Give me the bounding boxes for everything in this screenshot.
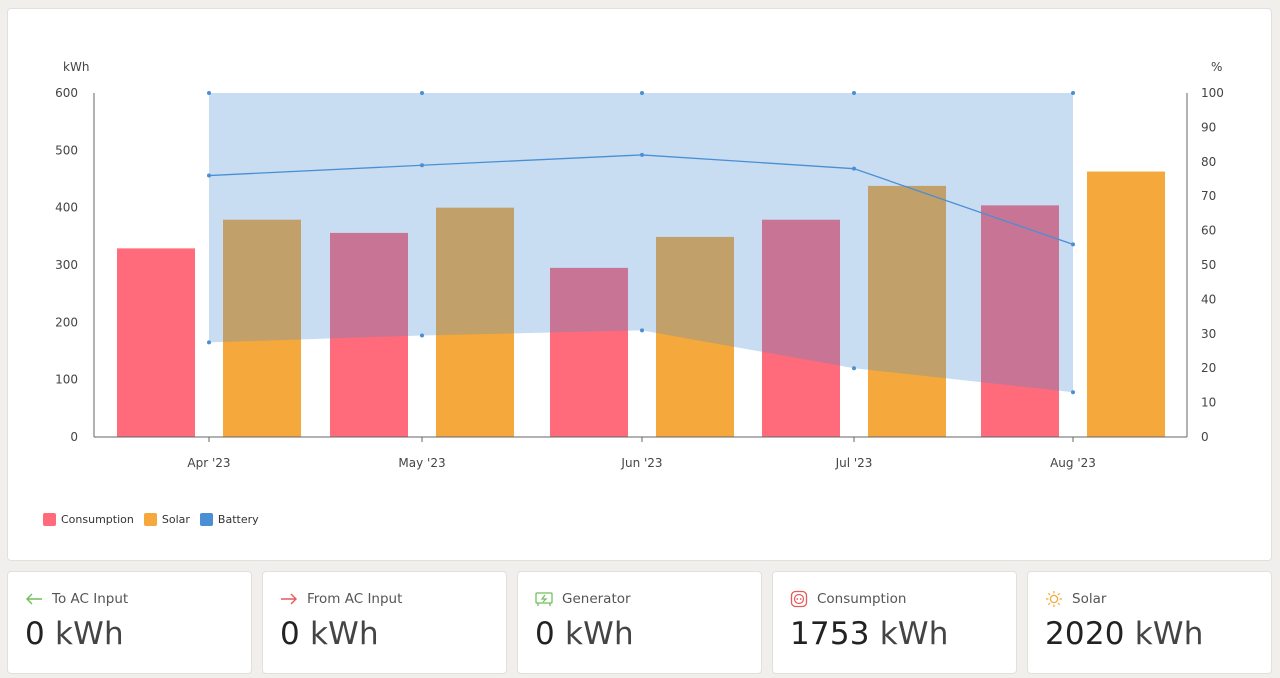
legend-swatch-battery: [199, 513, 213, 526]
battery-avg-point: [1071, 242, 1075, 247]
sun-icon: [1044, 591, 1064, 607]
card-solar: Solar 2020 kWh: [1027, 571, 1272, 674]
left-tick-label: 600: [55, 86, 78, 100]
right-tick-label: 70: [1201, 189, 1216, 203]
card-unit: kWh: [565, 616, 634, 652]
arrow-right-icon: [279, 591, 299, 607]
consumption-bar: [762, 219, 840, 437]
x-tick-label: Apr '23: [187, 456, 230, 470]
right-tick-label: 60: [1201, 224, 1216, 238]
solar-bar: [223, 219, 301, 437]
legend-item-battery[interactable]: Battery: [199, 513, 259, 526]
right-axis-label: %: [1211, 60, 1222, 74]
battery-avg-point: [207, 173, 211, 178]
card-title: To AC Input: [52, 591, 129, 607]
legend-item-consumption[interactable]: Consumption: [43, 513, 134, 526]
right-tick-label: 50: [1201, 258, 1216, 272]
card-unit: kWh: [310, 616, 379, 652]
legend-swatch-consumption: [43, 513, 56, 526]
card-title: Consumption: [817, 591, 907, 607]
legend-item-solar[interactable]: Solar: [143, 513, 190, 526]
left-tick-label: 400: [55, 201, 78, 215]
consumption-bar: [330, 232, 408, 437]
card-to-ac-input: To AC Input 0 kWh: [7, 571, 252, 674]
solar-bar: [868, 185, 946, 437]
card-value: 0: [25, 616, 45, 652]
card-generator: Generator 0 kWh: [517, 571, 762, 674]
battery-avg-point: [420, 163, 424, 168]
battery-avg-point: [640, 152, 644, 157]
x-tick-label: Aug '23: [1050, 456, 1096, 470]
generator-icon: [534, 591, 554, 607]
battery-max-point: [852, 91, 856, 95]
right-tick-label: 0: [1201, 430, 1209, 444]
battery-min-point: [420, 333, 424, 338]
card-value: 0: [280, 616, 300, 652]
chart-legend: Consumption Solar Battery: [43, 513, 269, 526]
card-value: 2020: [1045, 616, 1125, 652]
x-tick-label: Jun '23: [620, 456, 662, 470]
right-tick-label: 40: [1201, 292, 1216, 306]
battery-max-point: [1071, 91, 1075, 95]
card-from-ac-input: From AC Input 0 kWh: [262, 571, 507, 674]
arrow-left-icon: [24, 591, 44, 607]
legend-label-consumption: Consumption: [61, 513, 134, 526]
left-tick-label: 500: [55, 143, 78, 157]
solar-bar: [656, 236, 734, 437]
left-axis-label: kWh: [63, 60, 89, 74]
legend-label-solar: Solar: [161, 513, 190, 526]
right-tick-label: 30: [1201, 327, 1216, 341]
left-tick-label: 200: [55, 315, 78, 329]
card-unit: kWh: [879, 616, 949, 652]
card-title: Solar: [1072, 591, 1107, 607]
card-consumption: Consumption 1753 kWh: [772, 571, 1017, 674]
battery-min-point: [1071, 390, 1075, 395]
battery-min-point: [640, 328, 644, 333]
outlet-icon: [789, 590, 809, 608]
legend-swatch-solar: [143, 513, 157, 526]
right-tick-label: 10: [1201, 396, 1216, 410]
card-title: From AC Input: [307, 591, 403, 607]
right-tick-label: 80: [1201, 155, 1216, 169]
card-value: 0: [535, 616, 555, 652]
consumption-bar: [981, 205, 1059, 437]
left-tick-label: 300: [55, 258, 78, 272]
battery-max-point: [640, 91, 644, 95]
battery-avg-point: [852, 166, 856, 171]
x-tick-label: May '23: [398, 456, 445, 470]
right-tick-label: 90: [1201, 120, 1216, 134]
card-title: Generator: [562, 591, 631, 607]
left-tick-label: 100: [55, 373, 78, 387]
right-tick-label: 100: [1201, 86, 1224, 100]
solar-bar: [436, 207, 514, 437]
consumption-bar: [550, 267, 628, 437]
card-value: 1753: [790, 616, 870, 652]
battery-max-point: [207, 91, 211, 95]
battery-max-point: [420, 91, 424, 95]
solar-bar: [1087, 171, 1165, 437]
battery-range-band: [209, 93, 1073, 393]
legend-label-battery: Battery: [217, 513, 259, 526]
card-unit: kWh: [55, 616, 124, 652]
x-tick-label: Jul '23: [835, 456, 873, 470]
right-tick-label: 20: [1201, 361, 1216, 375]
chart-card: 0 100 200 300 400 500 600 kWh 0 10 20 30 40 50 60 70 80 9…: [7, 8, 1272, 561]
battery-min-point: [207, 340, 211, 345]
battery-min-point: [852, 366, 856, 371]
energy-chart: 0 100 200 300 400 500 600 kWh 0 10 20 30 40 50 60 70 80 9…: [55, 60, 1224, 470]
summary-cards: To AC Input 0 kWh From AC Input 0 kWh Ge…: [7, 571, 1272, 675]
card-unit: kWh: [1134, 616, 1204, 652]
consumption-bar: [117, 248, 195, 437]
left-tick-label: 0: [70, 430, 78, 444]
